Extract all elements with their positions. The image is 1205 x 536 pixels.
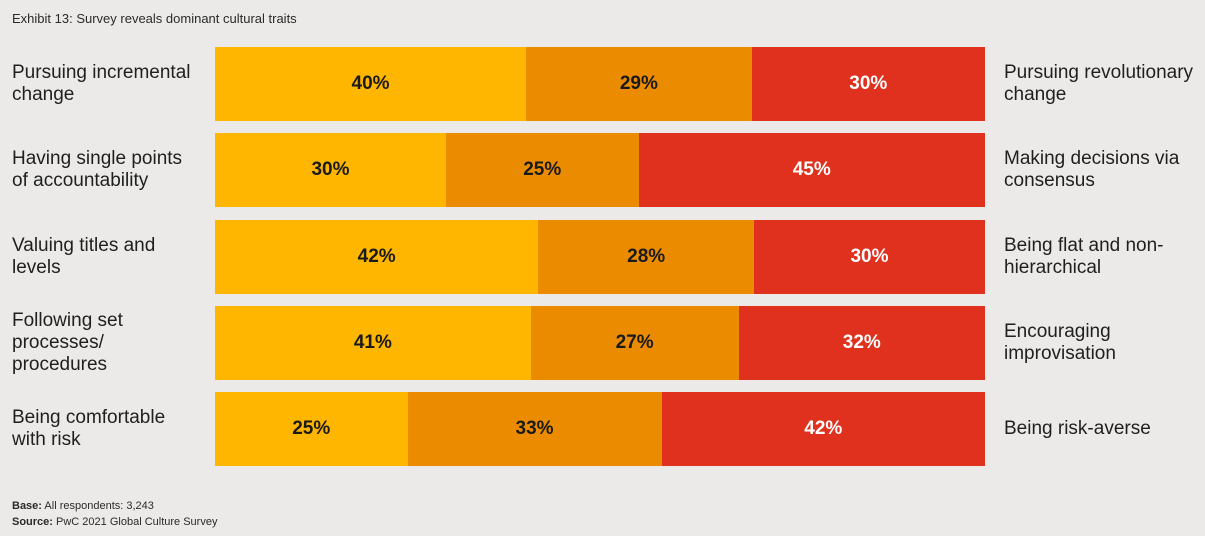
right-trait-label: Being risk-averse: [1004, 418, 1151, 439]
data-label: 42%: [357, 246, 396, 267]
chart-footer: Base: All respondents: 3,243 Source: PwC…: [12, 498, 217, 530]
stacked-bar: 30% 25% 45%: [215, 133, 985, 207]
left-trait-label: Having single points of accountability: [12, 148, 183, 191]
bar-segment: 30%: [753, 220, 985, 294]
data-label: 33%: [515, 418, 554, 439]
stacked-bar: 40% 29% 30%: [215, 47, 985, 121]
data-label: 41%: [353, 332, 392, 353]
chart-title: Exhibit 13: Survey reveals dominant cult…: [12, 11, 297, 26]
source-label: Source:: [12, 516, 53, 528]
data-label: 30%: [849, 73, 888, 94]
right-trait-label: Making decisions via consensus: [1004, 148, 1180, 191]
left-trait-label: Pursuing incremental change: [12, 62, 191, 105]
data-label: 27%: [615, 332, 654, 353]
base-text: All respondents: 3,243: [44, 500, 154, 512]
bar-segment: 40%: [215, 47, 527, 121]
left-trait-label: Being comfortable with risk: [12, 407, 166, 450]
data-label: 32%: [842, 332, 881, 353]
chart-row: Pursuing incremental change 40% 29% 30% Purs…: [0, 46, 1205, 122]
data-label: 45%: [792, 159, 831, 180]
left-trait-label: Valuing titles and levels: [12, 235, 156, 278]
bar-segment: 45%: [638, 133, 985, 207]
right-trait-label: Being flat and non-hierarchical: [1004, 235, 1164, 278]
data-label: 42%: [804, 418, 843, 439]
source-text: PwC 2021 Global Culture Survey: [56, 516, 218, 528]
bar-segment: 33%: [407, 392, 662, 466]
data-label: 40%: [351, 73, 390, 94]
source-note: Source: PwC 2021 Global Culture Survey: [12, 514, 217, 530]
bar-segment: 25%: [446, 133, 639, 207]
bar-segment: 32%: [738, 306, 985, 380]
bar-segment: 25%: [215, 392, 408, 466]
stacked-bar: 25% 33% 42%: [215, 392, 985, 466]
chart-row: Valuing titles and levels 42% 28% 30% Being …: [0, 219, 1205, 295]
base-note: Base: All respondents: 3,243: [12, 498, 217, 514]
left-trait-label: Following set processes/ procedures: [12, 310, 123, 375]
bar-segment: 29%: [526, 47, 752, 121]
stacked-bar: 41% 27% 32%: [215, 306, 985, 380]
base-label: Base:: [12, 500, 42, 512]
chart-row: Being comfortable with risk 25% 33% 42% Bein…: [0, 391, 1205, 467]
right-trait-label: Encouraging improvisation: [1004, 321, 1116, 364]
data-label: 29%: [619, 73, 658, 94]
data-label: 30%: [311, 159, 350, 180]
chart-row: Following set processes/ procedures 41% 27…: [0, 305, 1205, 381]
right-trait-label: Pursuing revolutionary change: [1004, 62, 1194, 105]
stacked-bar: 42% 28% 30%: [215, 220, 985, 294]
bar-segment: 27%: [530, 306, 739, 380]
data-label: 25%: [292, 418, 331, 439]
chart-row: Having single points of accountability 30…: [0, 132, 1205, 208]
bar-segment: 42%: [661, 392, 985, 466]
bar-segment: 41%: [215, 306, 531, 380]
data-label: 25%: [523, 159, 562, 180]
bar-segment: 28%: [538, 220, 754, 294]
bar-segment: 30%: [751, 47, 985, 121]
data-label: 28%: [627, 246, 666, 267]
bar-segment: 42%: [215, 220, 539, 294]
bar-segment: 30%: [215, 133, 446, 207]
data-label: 30%: [850, 246, 889, 267]
